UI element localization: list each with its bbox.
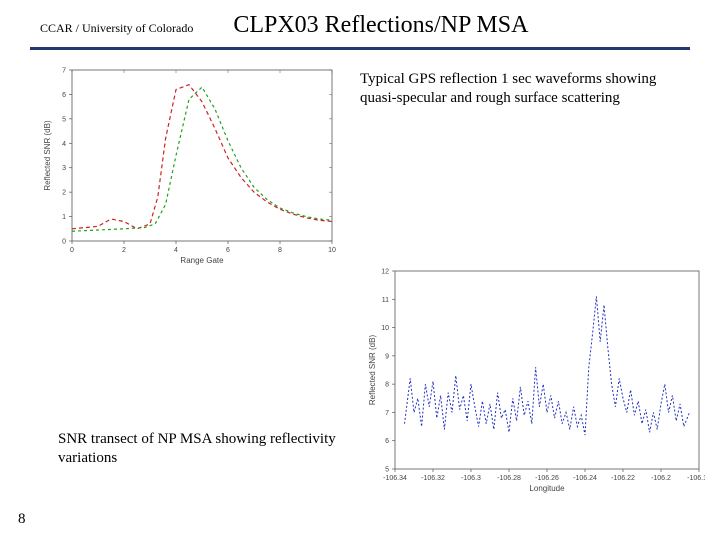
- chart-transect-svg: -106.34-106.32-106.3-106.28-106.26-106.2…: [365, 265, 705, 495]
- svg-text:Reflected SNR (dB): Reflected SNR (dB): [368, 335, 377, 406]
- svg-text:5: 5: [385, 467, 389, 474]
- caption-bottom: SNR transect of NP MSA showing reflectiv…: [58, 430, 338, 468]
- svg-text:-106.26: -106.26: [535, 475, 559, 482]
- svg-text:6: 6: [385, 438, 389, 445]
- svg-text:11: 11: [382, 297, 389, 304]
- svg-text:4: 4: [174, 247, 178, 254]
- chart-transect: -106.34-106.32-106.3-106.28-106.26-106.2…: [365, 265, 705, 495]
- svg-text:0: 0: [70, 247, 74, 254]
- svg-text:Range Gate: Range Gate: [180, 256, 224, 265]
- svg-text:8: 8: [278, 247, 282, 254]
- svg-text:-106.18: -106.18: [687, 475, 705, 482]
- svg-text:2: 2: [62, 190, 66, 197]
- svg-text:3: 3: [62, 165, 66, 172]
- svg-text:-106.32: -106.32: [421, 475, 445, 482]
- svg-text:7: 7: [62, 68, 66, 75]
- header: CCAR / University of Colorado CLPX03 Ref…: [0, 0, 720, 47]
- caption-top: Typical GPS reflection 1 sec waveforms s…: [360, 70, 690, 108]
- chart-waveforms-svg: 0 2 4 6 8 10 0 1 2 3 4 5 6 7 Range Gate Reflected SNR (…: [40, 62, 340, 267]
- svg-text:2: 2: [122, 247, 126, 254]
- svg-text:-106.2: -106.2: [651, 475, 671, 482]
- svg-text:4: 4: [62, 141, 66, 148]
- svg-text:5: 5: [62, 116, 66, 123]
- svg-text:10: 10: [381, 325, 389, 332]
- header-left: CCAR / University of Colorado: [40, 21, 193, 36]
- svg-text:6: 6: [226, 247, 230, 254]
- svg-text:Longitude: Longitude: [529, 484, 565, 493]
- page-number: 8: [18, 511, 26, 528]
- svg-text:-106.22: -106.22: [611, 475, 635, 482]
- svg-text:6: 6: [62, 92, 66, 99]
- svg-text:7: 7: [385, 410, 389, 417]
- svg-text:9: 9: [385, 353, 389, 360]
- svg-text:-106.24: -106.24: [573, 475, 597, 482]
- svg-text:8: 8: [385, 382, 389, 389]
- page-title: CLPX03 Reflections/NP MSA: [233, 12, 690, 39]
- svg-text:-106.28: -106.28: [497, 475, 521, 482]
- svg-text:-106.3: -106.3: [461, 475, 481, 482]
- svg-text:Reflected SNR (dB): Reflected SNR (dB): [43, 120, 52, 191]
- svg-text:1: 1: [62, 214, 66, 221]
- svg-text:-106.34: -106.34: [383, 475, 407, 482]
- svg-text:10: 10: [328, 247, 336, 254]
- svg-text:0: 0: [62, 239, 66, 246]
- content-area: 024681001234567Range GateReflected SNR (…: [0, 50, 720, 530]
- chart-waveforms: 0 2 4 6 8 10 0 1 2 3 4 5 6 7 Range Gate Reflected SNR (…: [40, 62, 340, 267]
- svg-text:12: 12: [381, 269, 389, 276]
